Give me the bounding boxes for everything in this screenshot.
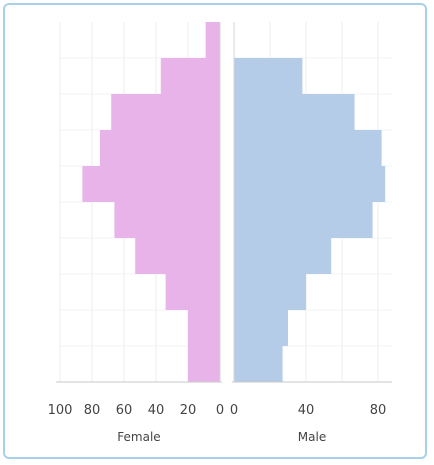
female-tick-label: 100 [48, 403, 73, 418]
male-bar [234, 202, 373, 238]
female-tick-label: 60 [116, 403, 133, 418]
male-bar [234, 310, 288, 346]
female-bar [114, 202, 220, 238]
male-bar [234, 130, 382, 166]
female-bar [165, 274, 220, 310]
male-tick-label: 0 [230, 403, 238, 418]
female-bar [188, 346, 220, 382]
male-bar [234, 238, 332, 274]
female-tick-label: 20 [180, 403, 197, 418]
male-tick-label: 80 [370, 403, 387, 418]
female-tick-label: 40 [148, 403, 165, 418]
female-bar [160, 58, 220, 94]
bars [82, 22, 386, 382]
male-axis-title: Male [298, 430, 326, 444]
male-bar [234, 166, 386, 202]
male-bar [234, 274, 306, 310]
female-bar [82, 166, 221, 202]
female-tick-label: 80 [84, 403, 101, 418]
male-tick-label: 40 [298, 403, 315, 418]
axes: 100 80 60 40 20 0 0 40 80 [48, 22, 392, 418]
female-bar [188, 310, 220, 346]
female-bar [111, 94, 220, 130]
male-bar [234, 94, 355, 130]
female-bar [205, 22, 220, 58]
female-tick-label: 0 [216, 403, 224, 418]
female-axis-title: Female [117, 430, 160, 444]
male-bar [234, 58, 303, 94]
female-bar [135, 238, 220, 274]
male-bar [234, 346, 283, 382]
female-bar [100, 130, 220, 166]
